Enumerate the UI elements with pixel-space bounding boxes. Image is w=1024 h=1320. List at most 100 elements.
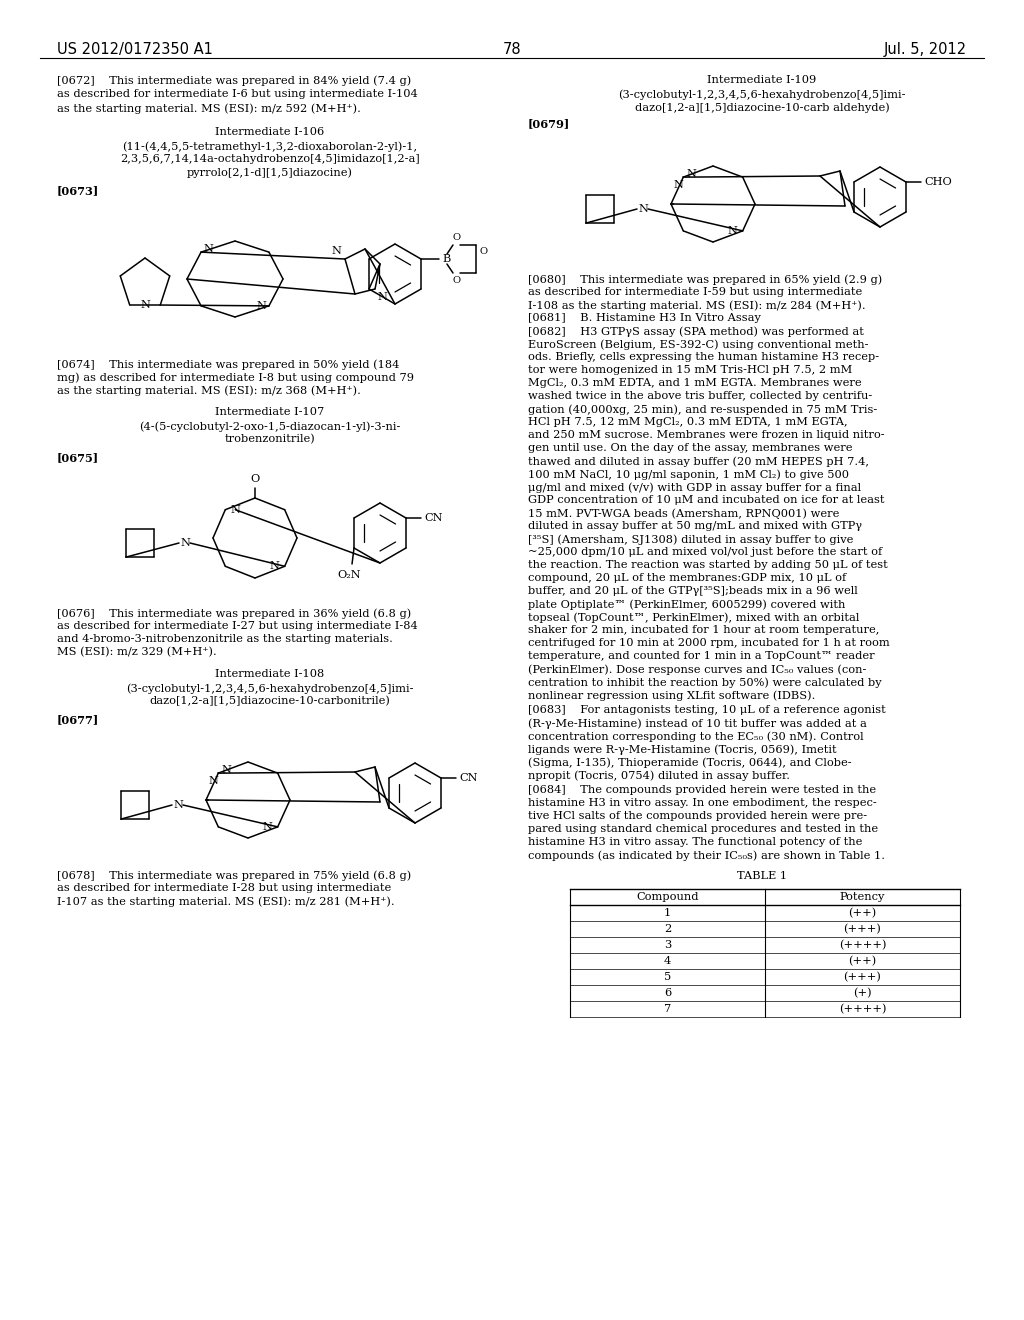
Text: histamine H3 in vitro assay. The functional potency of the: histamine H3 in vitro assay. The functio…	[528, 837, 862, 847]
Text: as described for intermediate I-59 but using intermediate: as described for intermediate I-59 but u…	[528, 286, 862, 297]
Text: 6: 6	[664, 987, 671, 998]
Text: N: N	[256, 301, 266, 312]
Text: (+++): (+++)	[844, 924, 882, 935]
Text: 1: 1	[664, 908, 671, 917]
Text: [0679]: [0679]	[528, 117, 570, 129]
Text: CHO: CHO	[924, 177, 951, 187]
Text: B: B	[442, 253, 451, 264]
Text: (++++): (++++)	[839, 940, 886, 950]
Text: TABLE 1: TABLE 1	[737, 871, 787, 880]
Text: N: N	[686, 169, 696, 180]
Text: 3: 3	[664, 940, 671, 950]
Text: npropit (Tocris, 0754) diluted in assay buffer.: npropit (Tocris, 0754) diluted in assay …	[528, 770, 790, 780]
Text: CN: CN	[424, 513, 442, 523]
Text: (11-(4,4,5,5-tetramethyl-1,3,2-dioxaborolan-2-yl)-1,: (11-(4,4,5,5-tetramethyl-1,3,2-dioxaboro…	[123, 141, 418, 152]
Text: Intermediate I-106: Intermediate I-106	[215, 127, 325, 137]
Text: trobenzonitrile): trobenzonitrile)	[224, 434, 315, 445]
Text: tor were homogenized in 15 mM Tris-HCl pH 7.5, 2 mM: tor were homogenized in 15 mM Tris-HCl p…	[528, 366, 852, 375]
Text: (++): (++)	[848, 956, 877, 966]
Text: CN: CN	[459, 774, 477, 783]
Text: μg/ml and mixed (v/v) with GDP in assay buffer for a final: μg/ml and mixed (v/v) with GDP in assay …	[528, 482, 861, 492]
Text: 100 mM NaCl, 10 μg/ml saponin, 1 mM Cl₂) to give 500: 100 mM NaCl, 10 μg/ml saponin, 1 mM Cl₂)…	[528, 469, 849, 479]
Text: O: O	[453, 276, 461, 285]
Text: [0682]    H3 GTPγS assay (SPA method) was performed at: [0682] H3 GTPγS assay (SPA method) was p…	[528, 326, 864, 337]
Text: plate Optiplate™ (PerkinElmer, 6005299) covered with: plate Optiplate™ (PerkinElmer, 6005299) …	[528, 599, 846, 610]
Text: histamine H3 in vitro assay. In one embodiment, the respec-: histamine H3 in vitro assay. In one embo…	[528, 799, 877, 808]
Text: (+): (+)	[853, 987, 871, 998]
Text: US 2012/0172350 A1: US 2012/0172350 A1	[57, 42, 213, 57]
Text: and 4-bromo-3-nitrobenzonitrile as the starting materials.: and 4-bromo-3-nitrobenzonitrile as the s…	[57, 634, 393, 644]
Text: N: N	[180, 539, 189, 548]
Text: nonlinear regression using XLfit software (IDBS).: nonlinear regression using XLfit softwar…	[528, 690, 815, 701]
Text: 4: 4	[664, 956, 671, 966]
Text: as the starting material. MS (ESI): m/z 368 (M+H⁺).: as the starting material. MS (ESI): m/z …	[57, 385, 360, 396]
Text: [0683]    For antagonists testing, 10 μL of a reference agonist: [0683] For antagonists testing, 10 μL of…	[528, 705, 886, 715]
Text: MS (ESI): m/z 329 (M+H⁺).: MS (ESI): m/z 329 (M+H⁺).	[57, 647, 217, 657]
Text: 5: 5	[664, 972, 671, 982]
Text: (R-γ-Me-Histamine) instead of 10 tit buffer was added at a: (R-γ-Me-Histamine) instead of 10 tit buf…	[528, 718, 867, 729]
Text: (++): (++)	[848, 908, 877, 919]
Text: centration to inhibit the reaction by 50%) were calculated by: centration to inhibit the reaction by 50…	[528, 677, 882, 688]
Text: [0680]    This intermediate was prepared in 65% yield (2.9 g): [0680] This intermediate was prepared in…	[528, 275, 883, 285]
Text: (++++): (++++)	[839, 1005, 886, 1014]
Text: Potency: Potency	[840, 892, 885, 902]
Text: N: N	[331, 246, 341, 256]
Text: [0678]    This intermediate was prepared in 75% yield (6.8 g): [0678] This intermediate was prepared in…	[57, 870, 412, 880]
Text: I-108 as the starting material. MS (ESI): m/z 284 (M+H⁺).: I-108 as the starting material. MS (ESI)…	[528, 300, 865, 310]
Text: Jul. 5, 2012: Jul. 5, 2012	[884, 42, 967, 57]
Text: N: N	[263, 822, 272, 832]
Text: [0672]    This intermediate was prepared in 84% yield (7.4 g)
as described for i: [0672] This intermediate was prepared in…	[57, 75, 418, 114]
Text: thawed and diluted in assay buffer (20 mM HEPES pH 7.4,: thawed and diluted in assay buffer (20 m…	[528, 455, 869, 466]
Text: ods. Briefly, cells expressing the human histamine H3 recep-: ods. Briefly, cells expressing the human…	[528, 352, 880, 362]
Text: dazo[1,2-a][1,5]diazocine-10-carbonitrile): dazo[1,2-a][1,5]diazocine-10-carbonitril…	[150, 696, 390, 706]
Text: [0677]: [0677]	[57, 714, 99, 725]
Text: gen until use. On the day of the assay, membranes were: gen until use. On the day of the assay, …	[528, 444, 853, 453]
Text: and 250 mM sucrose. Membranes were frozen in liquid nitro-: and 250 mM sucrose. Membranes were froze…	[528, 430, 885, 440]
Text: (3-cyclobutyl-1,2,3,4,5,6-hexahydrobenzo[4,5]imi-: (3-cyclobutyl-1,2,3,4,5,6-hexahydrobenzo…	[618, 88, 906, 99]
Text: EuroScreen (Belgium, ES-392-C) using conventional meth-: EuroScreen (Belgium, ES-392-C) using con…	[528, 339, 868, 350]
Text: the reaction. The reaction was started by adding 50 μL of test: the reaction. The reaction was started b…	[528, 560, 888, 570]
Text: 15 mM. PVT-WGA beads (Amersham, RPNQ001) were: 15 mM. PVT-WGA beads (Amersham, RPNQ001)…	[528, 508, 840, 519]
Text: [³⁵S] (Amersham, SJ1308) diluted in assay buffer to give: [³⁵S] (Amersham, SJ1308) diluted in assa…	[528, 535, 853, 545]
Text: [0674]    This intermediate was prepared in 50% yield (184: [0674] This intermediate was prepared in…	[57, 359, 399, 370]
Text: N: N	[140, 300, 151, 310]
Text: tive HCl salts of the compounds provided herein were pre-: tive HCl salts of the compounds provided…	[528, 810, 867, 821]
Text: diluted in assay buffer at 50 mg/mL and mixed with GTPγ: diluted in assay buffer at 50 mg/mL and …	[528, 521, 862, 531]
Text: N: N	[221, 766, 231, 775]
Text: MgCl₂, 0.3 mM EDTA, and 1 mM EGTA. Membranes were: MgCl₂, 0.3 mM EDTA, and 1 mM EGTA. Membr…	[528, 378, 861, 388]
Text: dazo[1,2-a][1,5]diazocine-10-carb aldehyde): dazo[1,2-a][1,5]diazocine-10-carb aldehy…	[635, 102, 890, 112]
Text: N: N	[230, 504, 241, 515]
Text: temperature, and counted for 1 min in a TopCount™ reader: temperature, and counted for 1 min in a …	[528, 651, 874, 661]
Text: O: O	[251, 474, 260, 484]
Text: Compound: Compound	[636, 892, 698, 902]
Text: N: N	[209, 776, 218, 787]
Text: as described for intermediate I-27 but using intermediate I-84: as described for intermediate I-27 but u…	[57, 620, 418, 631]
Text: topseal (TopCount™, PerkinElmer), mixed with an orbital: topseal (TopCount™, PerkinElmer), mixed …	[528, 612, 859, 623]
Text: N: N	[674, 180, 683, 190]
Text: ligands were R-γ-Me-Histamine (Tocris, 0569), Imetit: ligands were R-γ-Me-Histamine (Tocris, 0…	[528, 744, 837, 755]
Text: gation (40,000xg, 25 min), and re-suspended in 75 mM Tris-: gation (40,000xg, 25 min), and re-suspen…	[528, 404, 878, 414]
Text: Intermediate I-108: Intermediate I-108	[215, 669, 325, 678]
Text: concentration corresponding to the EC₅₀ (30 nM). Control: concentration corresponding to the EC₅₀ …	[528, 731, 863, 742]
Text: pyrrolo[2,1-d][1,5]diazocine): pyrrolo[2,1-d][1,5]diazocine)	[187, 168, 353, 178]
Text: 7: 7	[664, 1005, 671, 1014]
Text: O: O	[480, 247, 488, 256]
Text: 2,3,5,6,7,14,14a-octahydrobenzo[4,5]imidazo[1,2-a]: 2,3,5,6,7,14,14a-octahydrobenzo[4,5]imid…	[120, 154, 420, 164]
Text: (PerkinElmer). Dose response curves and IC₅₀ values (con-: (PerkinElmer). Dose response curves and …	[528, 664, 866, 675]
Text: 2: 2	[664, 924, 671, 935]
Text: centrifuged for 10 min at 2000 rpm, incubated for 1 h at room: centrifuged for 10 min at 2000 rpm, incu…	[528, 638, 890, 648]
Text: Intermediate I-107: Intermediate I-107	[215, 407, 325, 417]
Text: [0681]    B. Histamine H3 In Vitro Assay: [0681] B. Histamine H3 In Vitro Assay	[528, 313, 761, 323]
Text: (4-(5-cyclobutyl-2-oxo-1,5-diazocan-1-yl)-3-ni-: (4-(5-cyclobutyl-2-oxo-1,5-diazocan-1-yl…	[139, 421, 400, 432]
Text: ~25,000 dpm/10 μL and mixed vol/vol just before the start of: ~25,000 dpm/10 μL and mixed vol/vol just…	[528, 546, 883, 557]
Text: buffer, and 20 μL of the GTPγ[³⁵S];beads mix in a 96 well: buffer, and 20 μL of the GTPγ[³⁵S];beads…	[528, 586, 858, 597]
Text: shaker for 2 min, incubated for 1 hour at room temperature,: shaker for 2 min, incubated for 1 hour a…	[528, 624, 880, 635]
Text: as described for intermediate I-28 but using intermediate: as described for intermediate I-28 but u…	[57, 883, 391, 894]
Text: compound, 20 μL of the membranes:GDP mix, 10 μL of: compound, 20 μL of the membranes:GDP mix…	[528, 573, 846, 583]
Text: I-107 as the starting material. MS (ESI): m/z 281 (M+H⁺).: I-107 as the starting material. MS (ESI)…	[57, 896, 394, 907]
Text: O: O	[453, 234, 461, 242]
Text: N: N	[638, 205, 648, 214]
Text: Intermediate I-109: Intermediate I-109	[708, 75, 816, 84]
Text: N: N	[377, 292, 387, 302]
Text: N: N	[728, 226, 737, 236]
